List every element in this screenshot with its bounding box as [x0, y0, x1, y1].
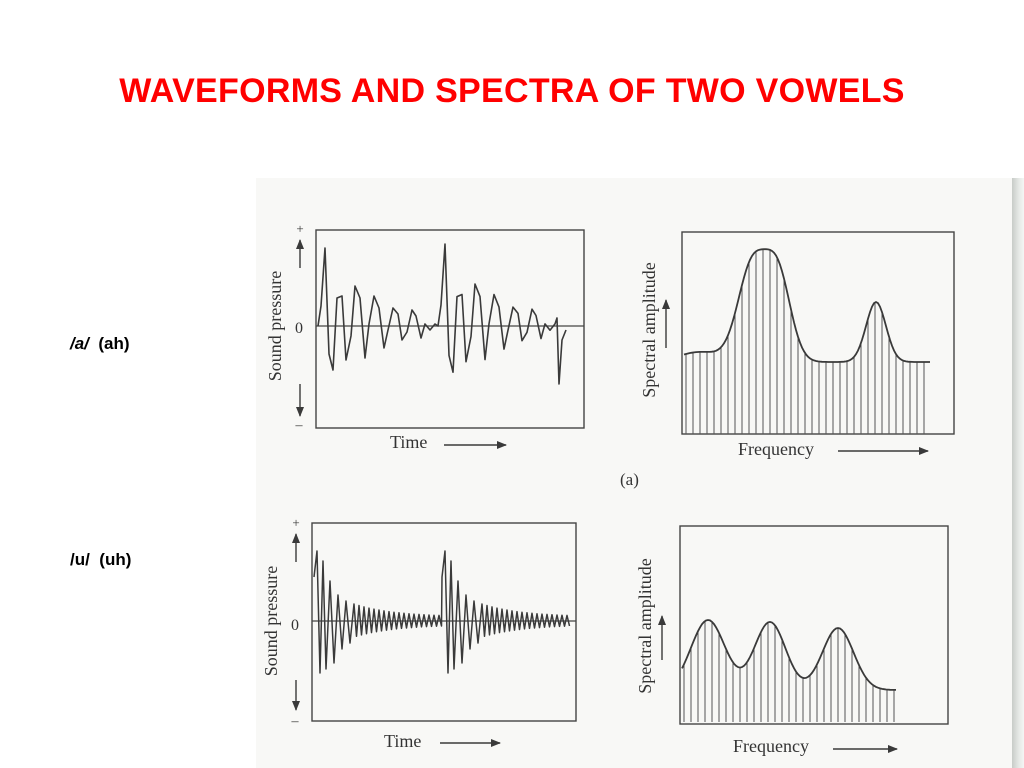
waveform-uh-trace: [313, 550, 571, 674]
vowel-gloss: (uh): [99, 550, 132, 569]
y-zero-label: 0: [291, 617, 299, 634]
y-axis-label: Spectral amplitude: [635, 558, 655, 693]
x-axis-label: Time: [384, 731, 421, 751]
waveform-ah: + 0 – Sound pressure Time: [265, 221, 585, 452]
y-plus-label: +: [292, 515, 299, 530]
spectrum-ah-harmonics: [685, 249, 925, 434]
y-plus-label: +: [296, 221, 303, 236]
y-axis-label: Sound pressure: [265, 271, 285, 382]
spectrum-uh-harmonics: [683, 621, 895, 722]
vowel-symbol: /a/: [70, 334, 89, 353]
spectrum-ah-frame: [681, 231, 955, 435]
waveform-ah-trace: [317, 243, 567, 385]
x-axis-label: Frequency: [733, 736, 809, 756]
x-axis-label: Time: [390, 432, 427, 452]
y-axis-label: Sound pressure: [261, 566, 281, 677]
page-edge-shadow: [1012, 178, 1024, 768]
y-minus-label: –: [291, 714, 300, 729]
vowel-label-uh: /u/ (uh): [70, 550, 131, 570]
panel-caption: (a): [620, 470, 639, 489]
vowel-label-ah: /a/ (ah): [70, 334, 130, 354]
vowel-gloss: (ah): [98, 334, 130, 353]
y-zero-label: 0: [295, 320, 303, 337]
scanned-figure-page: [256, 178, 1012, 768]
y-axis-label: Spectral amplitude: [639, 262, 659, 397]
waveform-uh-frame: [311, 522, 577, 722]
y-minus-label: –: [295, 418, 304, 433]
vowel-symbol: /u/: [70, 550, 90, 569]
spectrum-uh-frame: [679, 525, 949, 725]
spectrum-uh: Spectral amplitude Frequency: [635, 525, 949, 756]
waveform-ah-frame: [315, 229, 585, 429]
waveform-uh: + 0 – Sound pressure Time: [261, 515, 577, 751]
spectrum-ah-envelope: [683, 248, 930, 363]
slide-title: WAVEFORMS AND SPECTRA OF TWO VOWELS: [119, 72, 905, 110]
spectrum-uh-envelope: [681, 619, 896, 691]
spectrum-ah: Spectral amplitude Frequency (a): [620, 231, 955, 489]
x-axis-label: Frequency: [738, 439, 814, 459]
